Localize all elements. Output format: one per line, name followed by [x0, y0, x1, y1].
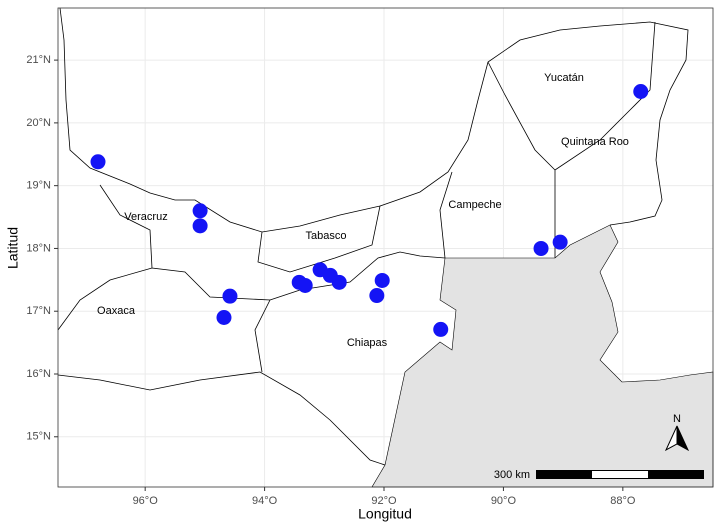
x-axis-title: Longitud	[358, 506, 412, 522]
region-label: Quintana Roo	[561, 136, 629, 148]
scale-bar: 300 km	[494, 469, 704, 481]
x-tick-label: 90°O	[491, 495, 517, 507]
y-tick-label: 21°N	[26, 54, 51, 66]
y-tick-label: 19°N	[26, 180, 51, 192]
y-tick-label: 17°N	[26, 305, 51, 317]
y-tick-label: 20°N	[26, 117, 51, 129]
point	[433, 321, 449, 337]
north-arrow: N	[664, 413, 690, 452]
y-axis-title: Latitud	[5, 227, 21, 269]
point	[533, 240, 549, 256]
region-label: Veracruz	[124, 211, 167, 223]
point	[633, 83, 649, 99]
region-label: Chiapas	[347, 337, 388, 349]
y-tick-label: 16°N	[26, 368, 51, 380]
region-label: Oaxaca	[97, 305, 136, 317]
pacific-coast	[57, 371, 386, 466]
region-label: Campeche	[448, 199, 501, 211]
point	[192, 203, 208, 219]
scale-label: 300 km	[494, 469, 530, 481]
point	[222, 288, 238, 304]
point	[90, 154, 106, 170]
y-tick-label: 18°N	[26, 242, 51, 254]
panel-border	[57, 7, 714, 488]
x-tick-label: 92°O	[371, 495, 397, 507]
point	[369, 288, 385, 304]
point	[331, 274, 347, 290]
x-tick-label: 96°O	[133, 495, 159, 507]
point	[192, 218, 208, 234]
point	[374, 272, 390, 288]
point	[552, 234, 568, 250]
coastline	[59, 7, 689, 233]
point	[216, 309, 232, 325]
other-country	[371, 224, 714, 488]
y-tick-label: 15°N	[26, 431, 51, 443]
x-tick-label: 94°O	[252, 495, 278, 507]
state-borders	[57, 21, 656, 373]
x-tick-label: 88°O	[610, 495, 636, 507]
scale-bar-segment	[592, 471, 648, 478]
north-arrow-right	[676, 425, 690, 452]
point	[297, 277, 313, 293]
region-label: Yucatán	[544, 72, 584, 84]
north-label: N	[673, 413, 681, 425]
region-label: Tabasco	[306, 230, 347, 242]
